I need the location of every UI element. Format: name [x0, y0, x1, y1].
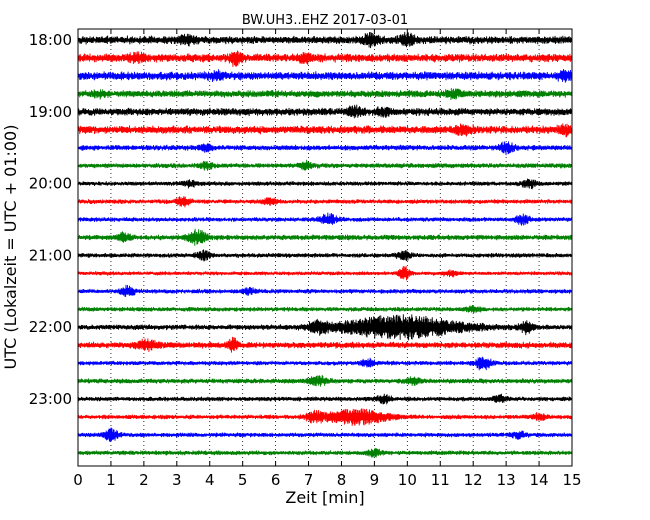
plot-frame: [77, 28, 573, 467]
x-tick-label: 9: [370, 471, 380, 489]
trace-1915: [77, 123, 573, 138]
x-tick-label: 8: [337, 471, 347, 489]
y-ticks: 18:00 19:00 20:00 21:00 22:00 23:00: [29, 31, 572, 408]
trace-1830: [77, 69, 573, 83]
trace-2100: [77, 249, 573, 262]
trace-2045: [77, 228, 573, 246]
vertical-grid: [110, 29, 540, 466]
trace-2245: [77, 374, 573, 387]
trace-1945: [77, 159, 573, 171]
y-tick-label: 23:00: [29, 390, 72, 408]
x-tick-label: 13: [497, 471, 516, 489]
y-tick-label: 19:00: [29, 103, 72, 121]
trace-2015: [77, 196, 573, 208]
x-tick-label: 12: [464, 471, 483, 489]
x-ticks: 0 1 2 3 4 5 6 7 8 9 10 11 12 13 14 15: [73, 29, 582, 489]
trace-1900: [77, 104, 573, 119]
trace-1930: [77, 141, 573, 156]
trace-1800: [77, 31, 573, 49]
trace-2230: [77, 356, 573, 371]
trace-2200: [77, 314, 573, 341]
traces-group: [77, 31, 573, 458]
x-tick-label: 15: [562, 471, 581, 489]
trace-2215: [77, 336, 573, 353]
y-tick-label: 20:00: [29, 175, 72, 193]
x-tick-label: 10: [398, 471, 417, 489]
chart-title: BW.UH3..EHZ 2017-03-01: [242, 13, 408, 28]
trace-2145: [77, 304, 573, 313]
x-tick-label: 0: [73, 471, 83, 489]
x-tick-label: 2: [139, 471, 149, 489]
x-tick-label: 6: [271, 471, 281, 489]
x-tick-label: 11: [431, 471, 450, 489]
y-tick-label: 21:00: [29, 246, 72, 264]
trace-2315: [77, 408, 573, 426]
x-tick-label: 1: [106, 471, 116, 489]
trace-2330: [77, 427, 573, 442]
trace-1815: [77, 50, 573, 67]
x-tick-label: 5: [238, 471, 248, 489]
trace-2300: [77, 393, 573, 405]
trace-2000: [77, 178, 573, 190]
trace-2030: [77, 212, 573, 226]
x-axis-label: Zeit [min]: [285, 488, 364, 507]
trace-1845: [77, 88, 573, 101]
x-tick-label: 7: [304, 471, 314, 489]
x-tick-label: 14: [530, 471, 549, 489]
y-tick-label: 22:00: [29, 318, 72, 336]
trace-2345: [77, 447, 573, 458]
x-tick-label: 4: [205, 471, 215, 489]
y-tick-label: 18:00: [29, 31, 72, 49]
x-tick-label: 3: [172, 471, 182, 489]
trace-2115: [77, 265, 573, 281]
trace-2130: [77, 284, 573, 297]
y-axis-label: UTC (Lokalzeit = UTC + 01:00): [1, 125, 20, 370]
